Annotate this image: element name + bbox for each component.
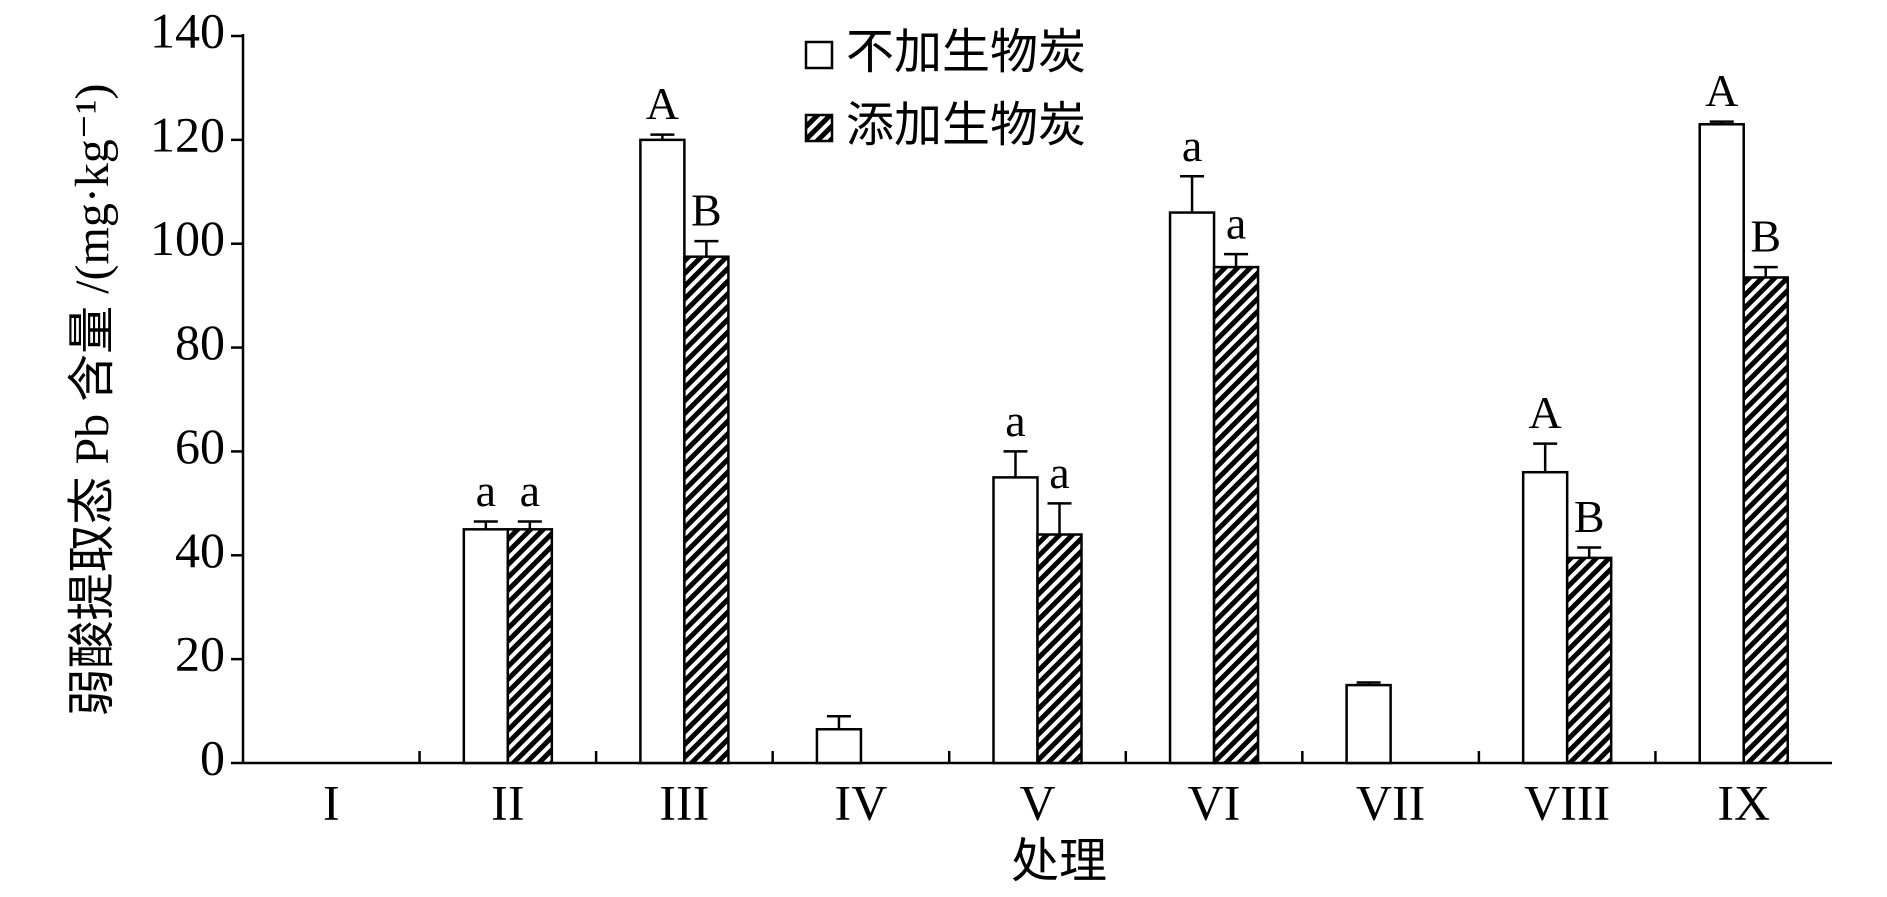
bar: [683, 255, 730, 765]
x-tick-label: V: [1019, 774, 1055, 830]
y-tick-label: 20: [175, 626, 225, 682]
error-bar: [650, 133, 675, 140]
y-tick-label: 40: [175, 522, 225, 578]
error-bar: [1356, 681, 1381, 686]
bar: [462, 528, 510, 765]
significance-label: A: [1705, 65, 1738, 116]
x-tick-label: IX: [1717, 774, 1770, 830]
significance-label: A: [1529, 387, 1562, 438]
bar: [1565, 556, 1613, 765]
bar: [639, 138, 686, 765]
y-tick-label: 0: [200, 729, 225, 785]
x-axis-label: 处理: [1011, 835, 1107, 888]
error-bar: [1224, 252, 1249, 268]
legend-label: 添加生物炭: [846, 99, 1086, 152]
error-bar: [826, 715, 851, 730]
x-tick-label: II: [491, 774, 524, 830]
significance-label: a: [476, 465, 496, 516]
x-tick-label: VIII: [1524, 774, 1610, 830]
x-tick-label: III: [659, 774, 709, 830]
bar: [1698, 123, 1745, 765]
error-bar: [473, 520, 498, 530]
significance-label: a: [1182, 120, 1202, 171]
bar: [815, 727, 863, 765]
error-bar: [517, 520, 542, 530]
legend-swatch: [804, 40, 834, 70]
y-tick-label: 140: [150, 2, 225, 58]
bar: [1742, 276, 1789, 765]
y-tick-label: 80: [175, 314, 225, 370]
significance-label: A: [646, 78, 679, 129]
significance-label: B: [691, 185, 722, 236]
legend-label: 不加生物炭: [846, 26, 1086, 79]
error-bar: [1753, 265, 1778, 278]
error-bar: [1003, 450, 1028, 478]
error-bar: [1709, 120, 1734, 125]
error-bar: [1533, 442, 1558, 473]
significance-label: a: [1226, 198, 1246, 249]
bar: [1168, 211, 1216, 765]
significance-label: B: [1750, 211, 1781, 262]
bar: [1521, 470, 1569, 765]
x-tick-label: VII: [1356, 774, 1425, 830]
bar: [1345, 683, 1392, 765]
y-tick-label: 60: [175, 418, 225, 474]
bar: [992, 476, 1039, 765]
error-bar: [1180, 174, 1205, 213]
bar: [1036, 533, 1083, 765]
x-tick-label: I: [323, 774, 340, 830]
legend-swatch: [804, 113, 834, 143]
error-bar: [1047, 502, 1072, 535]
x-tick-label: IV: [835, 774, 888, 830]
bar: [1212, 265, 1260, 765]
x-tick-label: VI: [1188, 774, 1241, 830]
y-tick-label: 100: [150, 210, 225, 266]
significance-label: a: [1049, 447, 1069, 498]
y-axis-label: 弱酸提取态 Pb 含量 /(mg·kg⁻¹): [66, 83, 119, 716]
significance-label: a: [520, 465, 540, 516]
significance-label: B: [1574, 491, 1605, 542]
significance-label: a: [1005, 395, 1025, 446]
y-tick-label: 120: [150, 106, 225, 162]
error-bar: [694, 239, 719, 257]
error-bar: [1577, 546, 1602, 558]
bar: [506, 528, 554, 765]
